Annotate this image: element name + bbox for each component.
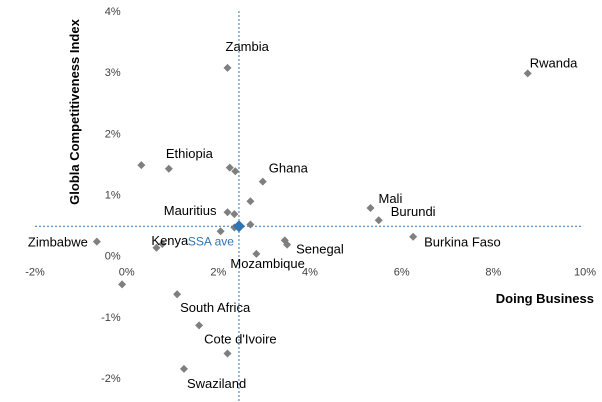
- data-point-marker: [225, 163, 234, 172]
- data-point-marker: [173, 290, 182, 299]
- data-point-label: Rwanda: [530, 55, 578, 70]
- y-tick-label: -1%: [101, 312, 121, 324]
- data-point-marker: [252, 249, 261, 258]
- data-point-label: Kenya: [151, 233, 189, 248]
- data-point-label: Mali: [379, 191, 403, 206]
- data-points: [92, 63, 532, 373]
- data-point-label: Ethiopia: [166, 146, 214, 161]
- data-point-marker: [246, 220, 255, 229]
- y-tick-label: -2%: [101, 373, 121, 385]
- data-point-marker: [231, 167, 240, 176]
- data-point-label: Mozambique: [230, 256, 304, 271]
- data-point-marker: [223, 208, 232, 217]
- x-axis-title: Doing Business: [496, 291, 594, 306]
- y-tick-label: 0%: [105, 251, 121, 263]
- y-tick-label: 2%: [105, 128, 121, 140]
- x-tick-label: 4%: [302, 267, 318, 279]
- data-point-marker: [216, 227, 225, 236]
- x-tick-label: 6%: [394, 267, 410, 279]
- x-tick-label: 8%: [485, 267, 501, 279]
- data-point-label: Zambia: [226, 39, 270, 54]
- data-point-marker: [223, 63, 232, 72]
- data-point-marker: [179, 364, 188, 373]
- data-point-label: Senegal: [296, 242, 344, 257]
- data-point-marker: [374, 216, 383, 225]
- x-tick-label: 10%: [574, 267, 596, 279]
- y-tick-label: 3%: [105, 67, 121, 79]
- x-tick-label: 2%: [210, 267, 226, 279]
- data-point-marker: [152, 243, 161, 252]
- data-point-marker: [158, 240, 167, 249]
- y-axis-title: Globla Competitiveness Index: [67, 18, 82, 204]
- data-point-marker: [523, 69, 532, 78]
- data-point-label: Mauritius: [164, 203, 217, 218]
- data-point-marker: [195, 321, 204, 330]
- data-point-marker: [230, 210, 239, 219]
- data-point-label: Ghana: [269, 161, 309, 176]
- data-point-marker: [223, 349, 232, 358]
- average-guides: [35, 11, 581, 402]
- data-point-label: Burundi: [391, 204, 436, 219]
- x-tick-label: 0%: [119, 267, 135, 279]
- data-point-marker: [246, 197, 255, 206]
- data-point-label: Cote d'Ivoire: [204, 331, 277, 346]
- data-point-marker: [118, 280, 127, 289]
- y-tick-label: 4%: [105, 6, 121, 18]
- data-point-marker: [366, 203, 375, 212]
- data-point-label: Swaziland: [187, 376, 246, 391]
- data-point-marker: [409, 232, 418, 241]
- data-point-marker: [137, 161, 146, 170]
- data-point-label: South Africa: [180, 300, 251, 315]
- data-point-marker: [92, 237, 101, 246]
- data-point-marker: [283, 240, 292, 249]
- average-marker: [232, 220, 245, 233]
- data-point-marker: [164, 164, 173, 173]
- y-tick-label: 1%: [105, 190, 121, 202]
- data-point-label: Burkina Faso: [424, 235, 501, 250]
- tick-labels: -2% 0% 2% 4% 6% 8% 10% 4% 3% 2% 1% 0% -1% -2%: [25, 6, 596, 385]
- x-tick-label: -2%: [25, 267, 45, 279]
- data-point-marker: [258, 177, 267, 186]
- average-label: SSA ave: [188, 234, 234, 248]
- data-point-label: Zimbabwe: [28, 235, 88, 250]
